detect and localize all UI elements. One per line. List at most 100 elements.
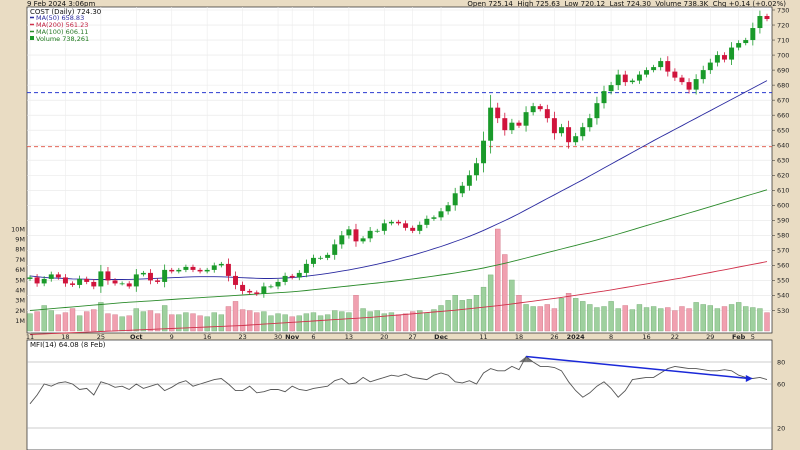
last-value: 724.30 bbox=[626, 0, 651, 8]
candle-down bbox=[551, 118, 557, 134]
volume-bar-down bbox=[764, 312, 770, 332]
volume-bar-down bbox=[169, 314, 175, 332]
price-tick-label: 540 bbox=[777, 292, 789, 300]
candle-up bbox=[176, 269, 182, 272]
candle-up bbox=[651, 67, 657, 71]
date-tick-label: 13 bbox=[345, 333, 353, 341]
legend-ma100: MA(100) 606.11 bbox=[36, 28, 88, 36]
volume-bar-up bbox=[480, 286, 487, 332]
volume-tick-label: 2M bbox=[15, 307, 25, 315]
volume-bar-up bbox=[594, 307, 600, 332]
candle-down bbox=[403, 223, 409, 228]
volume-tick-label: 6M bbox=[15, 266, 25, 274]
volume-bar-up bbox=[643, 307, 650, 332]
price-tick-label: 580 bbox=[777, 232, 789, 240]
volume-bar-down bbox=[62, 312, 69, 332]
candle-up bbox=[381, 223, 387, 231]
volume-bar-down bbox=[353, 295, 359, 332]
chart-timestamp: 9 Feb 2024 3:06pm bbox=[27, 0, 96, 8]
volume-bar-up bbox=[303, 313, 310, 332]
volume-bar-down bbox=[537, 306, 543, 332]
volume-bar-down bbox=[409, 311, 416, 332]
candle-up bbox=[183, 266, 189, 270]
volume-bar-down bbox=[686, 308, 692, 332]
candle-down bbox=[190, 266, 196, 270]
candle-up bbox=[303, 263, 309, 273]
price-tick-label: 620 bbox=[777, 172, 789, 180]
date-tick-label: 25 bbox=[97, 333, 105, 341]
volume-bar-down bbox=[395, 314, 402, 332]
price-tick-label: 670 bbox=[777, 96, 789, 104]
date-tick-label: 8 bbox=[609, 333, 613, 341]
volume-bar-up bbox=[523, 304, 529, 332]
volume-bar-up bbox=[438, 305, 444, 332]
last-label: Last bbox=[609, 0, 625, 8]
candle-down bbox=[672, 71, 678, 78]
candle-up bbox=[466, 175, 472, 186]
candle-up bbox=[332, 244, 338, 255]
axes: 5305405505605705805906006106206306406506… bbox=[11, 6, 789, 341]
volume-bar-down bbox=[289, 316, 295, 332]
volume-bar-up bbox=[424, 312, 430, 332]
legend-volume-swatch bbox=[30, 36, 34, 40]
mfi-panel-background bbox=[26, 339, 773, 450]
volume-bar-down bbox=[495, 228, 501, 332]
candle-up bbox=[608, 85, 614, 92]
volume-tick-label: 7M bbox=[15, 256, 25, 264]
volume-bar-up bbox=[530, 306, 536, 332]
candle-down bbox=[254, 292, 260, 294]
candle-down bbox=[197, 269, 203, 272]
candle-up bbox=[636, 74, 642, 81]
chg-value: +0.14 (+0.02%) bbox=[728, 0, 786, 8]
high-value: 725.63 bbox=[535, 0, 561, 8]
candle-up bbox=[509, 122, 515, 131]
candle-up bbox=[374, 230, 380, 232]
candle-up bbox=[325, 254, 331, 258]
volume-bar-up bbox=[48, 310, 54, 332]
price-tick-label: 650 bbox=[777, 126, 789, 134]
volume-bar-up bbox=[714, 308, 721, 332]
volume-bar-down bbox=[516, 295, 522, 332]
date-tick-label: 16 bbox=[642, 333, 650, 341]
volume-bar-up bbox=[310, 312, 317, 332]
volume-bar-up bbox=[211, 312, 217, 332]
date-tick-label: Nov bbox=[285, 333, 300, 341]
date-tick-label: 27 bbox=[409, 333, 417, 341]
volume-bar-up bbox=[459, 300, 465, 332]
date-tick-label: 2024 bbox=[567, 333, 586, 341]
price-tick-label: 590 bbox=[777, 217, 789, 225]
candle-down bbox=[247, 290, 253, 293]
mfi-line bbox=[29, 355, 768, 405]
candle-up bbox=[346, 229, 352, 236]
candle-up bbox=[750, 28, 756, 41]
date-tick-label: 22 bbox=[671, 333, 679, 341]
candle-down bbox=[155, 280, 161, 282]
volume-bar-up bbox=[339, 311, 345, 332]
volume-bar-down bbox=[69, 308, 76, 332]
volume-bar-down bbox=[551, 308, 558, 332]
volume-bar-up bbox=[275, 313, 281, 332]
candle-up bbox=[162, 269, 168, 282]
volume-bar-down bbox=[665, 307, 671, 332]
volume-bar-up bbox=[119, 316, 125, 332]
candle-up bbox=[587, 118, 593, 128]
volume-bar-up bbox=[346, 312, 352, 332]
volume-bar-up bbox=[296, 315, 302, 332]
volume-bar-up bbox=[381, 313, 388, 332]
ma100-line bbox=[29, 189, 768, 311]
legend-ma200: MA(200) 561.23 bbox=[36, 21, 88, 29]
volume-bar-up bbox=[572, 298, 579, 332]
volume-bar-up bbox=[417, 310, 423, 332]
candle-up bbox=[360, 238, 366, 242]
volume-bar-up bbox=[707, 305, 713, 332]
candle-up bbox=[729, 47, 735, 60]
volume-bar-down bbox=[247, 310, 253, 332]
candle-down bbox=[289, 275, 295, 278]
volume-bar-up bbox=[466, 299, 473, 332]
price-tick-label: 600 bbox=[777, 202, 789, 210]
date-tick-label: 11 bbox=[479, 333, 487, 341]
candlesticks bbox=[27, 10, 770, 298]
mfi-label: MFI(14) 64.08 (8 Feb) bbox=[30, 341, 106, 349]
